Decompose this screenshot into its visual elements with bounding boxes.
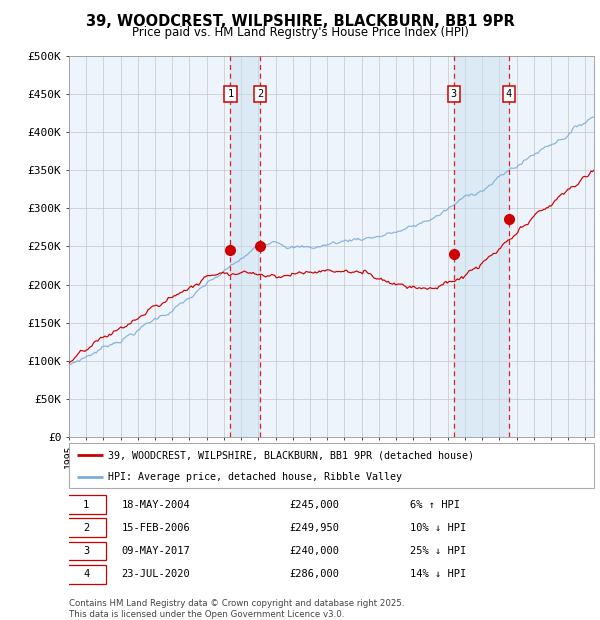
Text: 1: 1 — [227, 89, 233, 99]
Text: 09-MAY-2017: 09-MAY-2017 — [121, 546, 190, 556]
Text: £249,950: £249,950 — [290, 523, 340, 533]
Text: 39, WOODCREST, WILPSHIRE, BLACKBURN, BB1 9PR: 39, WOODCREST, WILPSHIRE, BLACKBURN, BB1… — [86, 14, 514, 29]
Text: 39, WOODCREST, WILPSHIRE, BLACKBURN, BB1 9PR (detached house): 39, WOODCREST, WILPSHIRE, BLACKBURN, BB1… — [109, 450, 475, 461]
Text: 2: 2 — [83, 523, 89, 533]
Text: 3: 3 — [83, 546, 89, 556]
Text: 6% ↑ HPI: 6% ↑ HPI — [410, 500, 460, 510]
Text: 4: 4 — [506, 89, 512, 99]
Text: £286,000: £286,000 — [290, 569, 340, 579]
Text: 1: 1 — [83, 500, 89, 510]
FancyBboxPatch shape — [67, 565, 106, 583]
Text: 23-JUL-2020: 23-JUL-2020 — [121, 569, 190, 579]
Text: Price paid vs. HM Land Registry's House Price Index (HPI): Price paid vs. HM Land Registry's House … — [131, 26, 469, 39]
Text: 14% ↓ HPI: 14% ↓ HPI — [410, 569, 467, 579]
Text: 10% ↓ HPI: 10% ↓ HPI — [410, 523, 467, 533]
FancyBboxPatch shape — [67, 542, 106, 560]
Text: 25% ↓ HPI: 25% ↓ HPI — [410, 546, 467, 556]
Text: Contains HM Land Registry data © Crown copyright and database right 2025.
This d: Contains HM Land Registry data © Crown c… — [69, 600, 404, 619]
Text: 15-FEB-2006: 15-FEB-2006 — [121, 523, 190, 533]
Text: HPI: Average price, detached house, Ribble Valley: HPI: Average price, detached house, Ribb… — [109, 472, 403, 482]
Text: 3: 3 — [451, 89, 457, 99]
Text: 18-MAY-2004: 18-MAY-2004 — [121, 500, 190, 510]
Text: £240,000: £240,000 — [290, 546, 340, 556]
FancyBboxPatch shape — [67, 518, 106, 537]
FancyBboxPatch shape — [67, 495, 106, 514]
Text: 4: 4 — [83, 569, 89, 579]
FancyBboxPatch shape — [69, 443, 594, 488]
Text: £245,000: £245,000 — [290, 500, 340, 510]
Bar — [454, 56, 509, 437]
Text: 2: 2 — [257, 89, 263, 99]
Bar — [230, 56, 260, 437]
